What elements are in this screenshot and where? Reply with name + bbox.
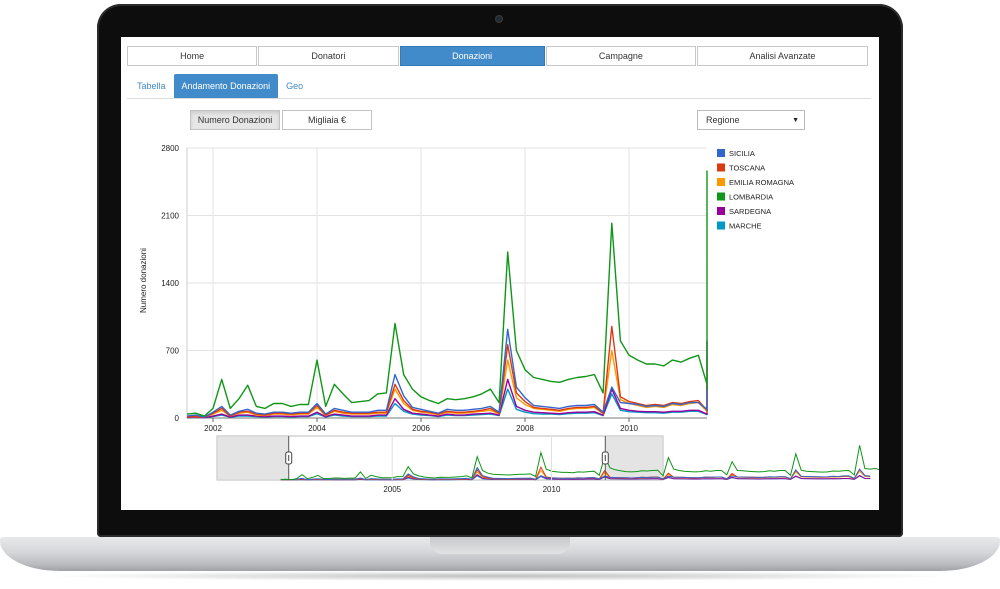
tab-andamento-donazioni[interactable]: Andamento Donazioni xyxy=(173,74,279,98)
regione-select[interactable]: Regione ▼ xyxy=(697,110,805,130)
donations-line-chart: 0 700 1400 2100 2800 2002 2004 2006 2008 2010 SI… xyxy=(161,144,879,494)
app-screen: Home Donatori Donazioni Campagne Analisi… xyxy=(121,37,879,510)
tab-geo[interactable]: Geo xyxy=(286,81,304,91)
x-tick-label: 2002 xyxy=(204,424,222,433)
navigator-mask-right xyxy=(605,436,663,480)
y-tick-labels: 0 700 1400 2100 2800 xyxy=(161,144,179,423)
series-line-sicilia xyxy=(186,328,708,418)
legend-label: SARDEGNA xyxy=(729,207,771,216)
nav-donazioni-button[interactable]: Donazioni xyxy=(399,46,545,66)
y-tick-label: 2100 xyxy=(161,212,179,221)
y-tick-label: 2800 xyxy=(161,144,179,153)
series-line-lombardia xyxy=(186,170,708,417)
sub-tabs: Tabella Andamento Donazioni Geo xyxy=(129,74,311,98)
navigator-tick-label: 2010 xyxy=(543,485,561,494)
legend-swatch xyxy=(717,207,725,215)
series-lines xyxy=(186,170,708,419)
tab-tabella[interactable]: Tabella xyxy=(137,81,166,91)
legend-swatch xyxy=(717,163,725,172)
legend-label: LOMBARDIA xyxy=(729,193,773,202)
legend-label: TOSCANA xyxy=(729,164,765,173)
chart-grid xyxy=(186,147,707,422)
y-tick-label: 0 xyxy=(175,414,180,423)
x-tick-label: 2010 xyxy=(620,424,638,433)
tabs-divider xyxy=(127,98,871,99)
legend-swatch xyxy=(717,178,725,186)
navigator-mask-left xyxy=(217,436,289,480)
y-tick-label: 700 xyxy=(166,347,180,356)
x-tick-labels: 2002 2004 2006 2008 2010 xyxy=(204,424,638,433)
legend-label: MARCHE xyxy=(729,222,762,231)
y-tick-label: 1400 xyxy=(161,279,179,288)
legend-label: SICILIA xyxy=(729,149,755,158)
legend-swatch xyxy=(717,221,725,230)
laptop-shadow xyxy=(40,571,960,581)
legend-swatch xyxy=(717,149,725,157)
regione-select-value: Regione xyxy=(706,115,740,125)
nav-campagne-button[interactable]: Campagne xyxy=(545,46,696,66)
navigator-line xyxy=(280,466,871,481)
navigator-tick-label: 2005 xyxy=(383,485,401,494)
chart-legend: SICILIA TOSCANA EMILIA ROMAGNA LOMBARDIA SAR… xyxy=(717,149,794,231)
legend-label: EMILIA ROMAGNA xyxy=(729,178,794,187)
nav-analisi-button[interactable]: Analisi Avanzate xyxy=(696,46,868,66)
nav-home-button[interactable]: Home xyxy=(127,46,258,66)
laptop-notch xyxy=(430,537,570,554)
navigator-line xyxy=(280,445,879,481)
nav-donatori-button[interactable]: Donatori xyxy=(258,46,399,66)
top-nav: Home Donatori Donazioni Campagne Analisi… xyxy=(127,46,869,68)
x-tick-label: 2008 xyxy=(516,424,534,433)
webcam xyxy=(496,16,502,22)
x-tick-label: 2004 xyxy=(308,424,326,433)
legend-swatch xyxy=(717,192,725,201)
migliaia-euro-toggle[interactable]: Migliaia € xyxy=(282,110,372,130)
select-caret-icon: ▼ xyxy=(792,117,799,124)
numero-donazioni-toggle[interactable]: Numero Donazioni xyxy=(190,110,280,130)
x-tick-label: 2006 xyxy=(412,424,430,433)
range-navigator: 2005 2010 xyxy=(216,435,879,494)
